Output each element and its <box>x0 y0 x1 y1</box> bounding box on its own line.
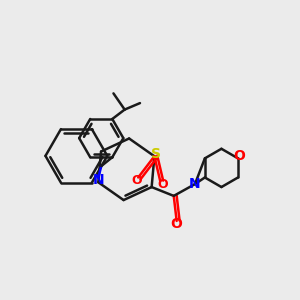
Text: O: O <box>131 174 142 187</box>
Text: O: O <box>157 178 168 191</box>
Text: O: O <box>233 149 245 163</box>
Text: N: N <box>189 177 201 191</box>
Text: N: N <box>92 173 104 187</box>
Text: O: O <box>171 218 183 231</box>
Text: S: S <box>151 147 161 161</box>
